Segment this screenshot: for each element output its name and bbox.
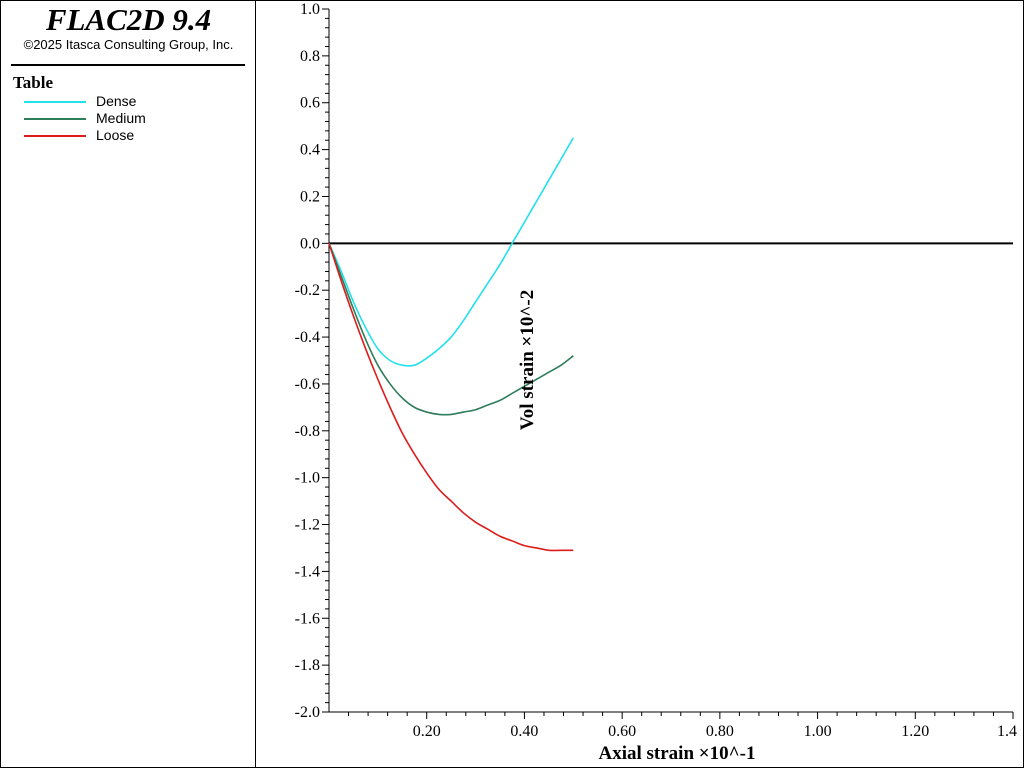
y-tick-label: 0.6: [300, 95, 320, 112]
y-tick-label: -0.8: [295, 423, 320, 440]
legend-swatch-medium: [24, 118, 86, 120]
y-tick-label: 0.4: [300, 142, 320, 159]
legend-label-dense: Dense: [96, 93, 137, 109]
y-tick-label: -1.6: [295, 610, 320, 627]
legend-separator: [11, 64, 245, 66]
x-tick-label: 0.40: [510, 723, 538, 740]
x-tick-label: 1.00: [804, 723, 832, 740]
x-tick-label: 1.20: [901, 723, 929, 740]
y-tick-label: -0.2: [295, 282, 320, 299]
series-line-loose: [328, 243, 574, 552]
x-tick-label: 0.20: [413, 723, 441, 740]
x-axis-title: Axial strain ×10^-1: [599, 743, 756, 764]
series-line-dense: [328, 137, 574, 367]
x-tick-label: 1.4: [997, 723, 1017, 740]
copyright-text: ©2025 Itasca Consulting Group, Inc.: [23, 37, 234, 52]
y-tick-label: -0.4: [295, 329, 320, 346]
y-tick-label: -1.8: [295, 657, 320, 674]
y-tick-label: 0.2: [300, 188, 320, 205]
y-tick-label: 0.8: [300, 48, 320, 65]
x-axis: 0.20 0.40 0.60 0.80 1.00 1.20 1.4: [329, 711, 1017, 740]
y-tick-label: -1.0: [295, 470, 320, 487]
legend-swatch-dense: [24, 101, 86, 103]
legend-title: Table: [13, 73, 54, 92]
y-tick-label: -2.0: [295, 704, 320, 721]
y-tick-label: -0.6: [295, 376, 320, 393]
y-tick-label: -1.4: [295, 563, 320, 580]
series-group: [328, 137, 574, 552]
legend-label-medium: Medium: [96, 110, 146, 126]
legend-panel: FLAC2D 9.4 ©2025 Itasca Consulting Group…: [1, 1, 256, 767]
chart-canvas: 1.0 0.8 0.6 0.4 0.2 0.0 -0.2 -0.4 -0.6 -0.8 -1.0 -1…: [295, 1, 1017, 764]
legend-label-loose: Loose: [96, 127, 135, 143]
y-axis: 1.0 0.8 0.6 0.4 0.2 0.0 -0.2 -0.4 -0.6 -0.8 -1.0 -1…: [295, 1, 330, 721]
series-line-medium: [328, 243, 574, 416]
y-tick-label: -1.2: [295, 517, 320, 534]
app-title: FLAC2D 9.4: [45, 2, 212, 37]
y-tick-label: 0.0: [300, 235, 320, 252]
x-tick-label: 0.80: [706, 723, 734, 740]
x-tick-label: 0.60: [608, 723, 636, 740]
y-axis-title: Vol strain ×10^-2: [517, 290, 538, 430]
y-tick-label: 1.0: [300, 1, 320, 18]
legend-swatch-loose: [24, 135, 86, 137]
